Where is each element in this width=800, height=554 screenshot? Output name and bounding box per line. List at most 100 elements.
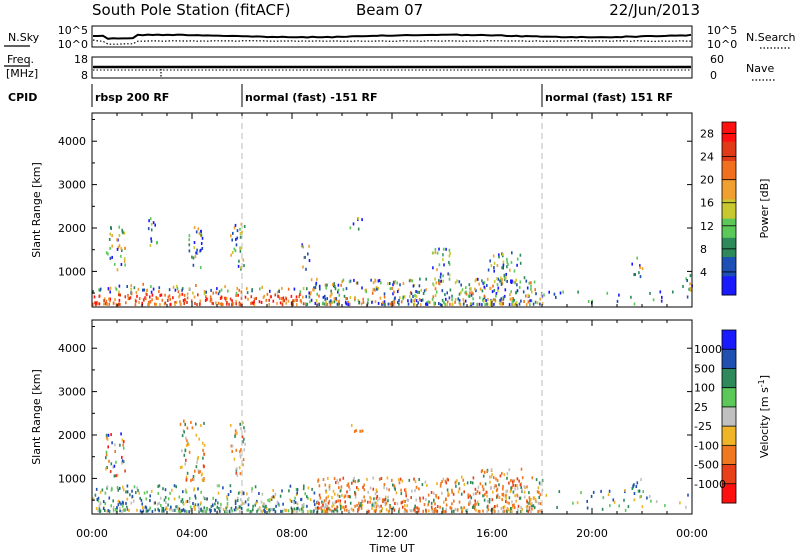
- velocity-cell: [157, 492, 160, 495]
- power-cell: [492, 254, 495, 258]
- power-cell: [442, 258, 444, 262]
- power-cell: [195, 230, 198, 234]
- velocity-cell: [523, 490, 526, 494]
- power-cell: [396, 290, 399, 294]
- velocity-cell: [431, 508, 433, 512]
- velocity-cell: [358, 504, 361, 508]
- cpid-row: CPID rbsp 200 RF normal (fast) -151 RF nor…: [8, 84, 673, 107]
- velocity-cell: [430, 505, 433, 509]
- velocity-cell: [143, 491, 146, 495]
- velocity-cell: [523, 495, 526, 499]
- power-cell: [215, 301, 217, 305]
- velocity-cell: [523, 485, 526, 489]
- power-cell: [118, 290, 120, 294]
- noise-panel: N.Sky 10^5 10^0 10^5 10^0 N.Search: [4, 24, 796, 51]
- velocity-cell: [302, 487, 305, 491]
- y-tick-label: 4000: [58, 135, 86, 148]
- velocity-cell: [350, 507, 353, 511]
- power-cell: [342, 278, 345, 282]
- velocity-cell: [307, 486, 310, 490]
- velocity-cell: [123, 508, 125, 512]
- velocity-cell: [363, 483, 365, 487]
- power-cell: [487, 298, 489, 301]
- power-cell: [338, 299, 340, 303]
- power-cell: [491, 290, 494, 294]
- power-cell: [98, 288, 100, 292]
- power-cell: [448, 273, 451, 277]
- power-cell: [456, 279, 458, 283]
- velocity-cell: [624, 489, 626, 492]
- velocity-cell: [439, 505, 441, 509]
- velocity-cell: [474, 499, 476, 503]
- velocity-cell: [528, 496, 531, 500]
- velocity-cell: [208, 508, 211, 512]
- velocity-cell: [202, 479, 205, 482]
- velocity-cell: [203, 421, 205, 425]
- velocity-cell: [159, 496, 162, 500]
- power-cell: [383, 292, 386, 296]
- power-cell: [511, 300, 514, 304]
- velocity-cell: [454, 507, 457, 511]
- velocity-cell: [241, 435, 244, 439]
- velocity-cell: [121, 510, 123, 513]
- power-cell: [468, 294, 471, 298]
- power-cell: [529, 299, 531, 303]
- colorbar-swatch: [722, 237, 736, 258]
- velocity-cell: [111, 441, 113, 445]
- power-cell: [240, 267, 242, 271]
- power-cell: [106, 302, 109, 306]
- power-cell: [201, 247, 204, 250]
- power-cell: [193, 246, 195, 250]
- power-cell: [394, 296, 396, 300]
- power-cell: [511, 303, 514, 307]
- velocity-cell: [325, 507, 328, 511]
- power-cell: [316, 277, 318, 281]
- power-cell: [483, 294, 486, 298]
- velocity-cell: [239, 505, 241, 509]
- velocity-cell: [210, 505, 213, 509]
- velocity-cell: [510, 488, 512, 492]
- power-cell: [500, 276, 502, 280]
- velocity-cell: [627, 505, 630, 509]
- velocity-cell: [240, 503, 242, 507]
- velocity-cell: [224, 510, 226, 513]
- velocity-cell: [440, 482, 442, 486]
- velocity-cell: [239, 450, 241, 454]
- power-cell: [495, 294, 497, 298]
- velocity-cell: [383, 486, 385, 490]
- velocity-cell: [530, 510, 532, 514]
- power-cell: [198, 303, 201, 307]
- power-cell: [116, 268, 119, 272]
- power-cell: [326, 302, 329, 306]
- velocity-cell: [528, 491, 530, 495]
- power-cell: [479, 296, 481, 300]
- power-cell: [205, 297, 208, 301]
- power-cell: [530, 299, 533, 303]
- power-cell: [516, 289, 519, 293]
- power-cell: [237, 264, 240, 268]
- velocity-cell: [501, 498, 503, 502]
- power-cell: [279, 301, 282, 305]
- colorbar-tick-label: 100: [694, 382, 715, 395]
- velocity-cell: [160, 503, 162, 507]
- velocity-cell: [516, 477, 519, 481]
- velocity-cell: [483, 498, 486, 502]
- velocity-cell: [141, 506, 144, 510]
- power-cell: [355, 281, 358, 285]
- velocity-cell: [234, 433, 237, 437]
- power-cell: [515, 278, 517, 282]
- velocity-cell: [511, 485, 513, 489]
- velocity-cell: [107, 433, 110, 437]
- velocity-cell: [182, 508, 185, 512]
- velocity-cell: [490, 468, 493, 472]
- velocity-cell: [106, 466, 108, 469]
- colorbar-swatch: [722, 368, 736, 389]
- power-cell: [235, 291, 238, 295]
- freq-tick-top: 18: [74, 53, 88, 66]
- velocity-cell: [506, 501, 509, 505]
- velocity-cell: [322, 478, 325, 481]
- velocity-cell: [491, 498, 494, 502]
- velocity-cell: [517, 508, 519, 512]
- velocity-cell: [150, 489, 153, 493]
- power-cell: [305, 295, 307, 299]
